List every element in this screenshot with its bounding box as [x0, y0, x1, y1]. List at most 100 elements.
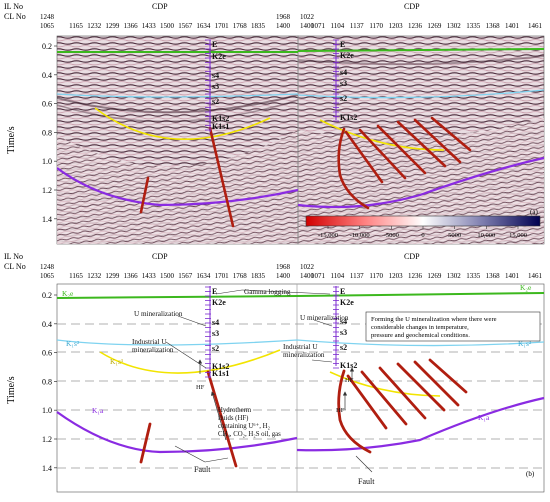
colorbar-tick-label: -10,000 [350, 232, 370, 239]
bottom-left-tick-label: 1835 [251, 272, 266, 280]
bottom-left-il-end: 1968 [276, 263, 291, 271]
bottom-y-tick-label: 1.2 [42, 435, 52, 444]
top-left-cl-end: 1400 [276, 22, 291, 30]
hf-arrows [197, 359, 355, 441]
formation-k1s2-right: K₁s² [518, 339, 532, 348]
bottom-left-tick-label: 1768 [233, 272, 248, 280]
top-left-tick-label: 1701 [215, 22, 230, 30]
top-right-tick-labels: 1071 1104 1137 1170 1203 1236 1269 1302 1335 1368… [311, 22, 520, 30]
bottom-left-cl-end: 1400 [276, 272, 291, 280]
top-left-tick-label: 1299 [105, 22, 120, 30]
top-left-tick-label: 1165 [69, 22, 83, 30]
colorbar-tick-label: 5000 [448, 232, 461, 239]
bottom-cdp-left: CDP [152, 252, 168, 261]
bottom-right-tick-label: 1137 [350, 272, 364, 280]
top-right-tick-label: 1137 [350, 22, 364, 30]
top-left-tick-label: 1567 [178, 22, 193, 30]
top-right-tick-label: 1335 [466, 22, 481, 30]
top-left-tick-label: 1768 [233, 22, 248, 30]
top-right-well-label: s4 [340, 68, 347, 77]
bottom-left-tick-label: 1232 [87, 272, 102, 280]
bottom-right-well-label: K1s2 [340, 361, 357, 370]
bottom-right-well-label: E [340, 287, 345, 296]
hf-label-right-2: HF [336, 407, 345, 414]
bottom-il-label: IL No [4, 252, 23, 261]
bottom-right-tick-label: 1236 [408, 272, 423, 280]
top-cdp-right: CDP [404, 2, 420, 11]
bottom-right-tick-label: 1104 [331, 272, 345, 280]
formation-k1a-left: K₁a [92, 406, 104, 415]
top-left-tick-label: 1433 [142, 22, 157, 30]
top-left-well-label: s3 [212, 82, 219, 91]
info-box: Forming the U mineralization where there… [365, 311, 541, 342]
info-box-line-1: Forming the U mineralization where there… [371, 316, 497, 323]
hydrotherm-line-1: Hydrotherm [218, 407, 252, 414]
top-well-right [333, 39, 339, 122]
bottom-right-tick-label: 1170 [369, 272, 383, 280]
bottom-right-cl-end: 1461 [528, 272, 543, 280]
top-y-tick-label: 0.8 [42, 128, 52, 137]
top-cdp-left: CDP [152, 2, 168, 11]
top-y-tick-label: 0.2 [42, 42, 52, 51]
bottom-left-well-label: E [212, 287, 217, 296]
formation-k2e-right: K₂e [520, 283, 532, 292]
industrial-u-right-1: Industrial U [283, 343, 318, 351]
bottom-right-cl-first: 1400 [300, 272, 315, 280]
colorbar-tick-label: 10,000 [477, 232, 495, 239]
bottom-right-il-first: 1022 [300, 263, 315, 271]
top-right-well-label: K1s2 [340, 113, 357, 122]
top-left-well-label: s2 [212, 97, 219, 106]
industrial-u-right-2: mineralization [283, 351, 325, 359]
top-right-tick-label: 1104 [331, 22, 345, 30]
top-right-well-label: s2 [340, 94, 347, 103]
top-left-well-label: s4 [212, 71, 219, 80]
top-left-tick-label: 1366 [124, 22, 139, 30]
bottom-left-tick-label: 1500 [160, 272, 175, 280]
top-well-left [205, 39, 211, 132]
bottom-left-tick-label: 1701 [215, 272, 230, 280]
top-left-tick-label: 1835 [251, 22, 266, 30]
bottom-left-well-label: K1s1 [212, 369, 229, 378]
bottom-left-il-first: 1248 [40, 263, 55, 271]
colorbar-tick-label: 15,000 [509, 232, 527, 239]
bottom-y-tick-label: 0.4 [42, 320, 52, 329]
u-mineralization-right: U mineralization [300, 314, 349, 322]
bottom-right-tick-label: 1401 [505, 272, 520, 280]
formation-k1s2-left: K₁s² [66, 339, 80, 348]
bottom-right-well-label: s2 [340, 343, 347, 352]
industrial-u-left-2: mineralization [132, 346, 174, 354]
bottom-left-tick-label: 1567 [178, 272, 193, 280]
bottom-right-tick-label: 1071 [311, 272, 326, 280]
bottom-right-tick-label: 1269 [427, 272, 442, 280]
bottom-left-tick-label: 1433 [142, 272, 157, 280]
top-y-tick-label: 1.0 [42, 157, 52, 166]
top-y-tick-label: 1.4 [42, 215, 52, 224]
gamma-logging-label: Gamma logging [244, 288, 291, 296]
top-right-cl-first: 1400 [300, 22, 315, 30]
top-il-label: IL No [4, 2, 23, 11]
top-right-tick-label: 1236 [408, 22, 423, 30]
bottom-well-right [333, 286, 339, 369]
top-y-tick-label: 0.4 [42, 71, 52, 80]
hf-label-right-1: HF [345, 377, 354, 384]
top-left-well-label: K1s2 [212, 114, 229, 123]
top-right-il-first: 1022 [300, 13, 315, 21]
top-left-tick-labels: 1165 1232 1299 1366 1433 1500 1567 1634 1701 1768… [69, 22, 265, 30]
hydrotherm-line-3: containing U⁶⁺, H₂ [218, 423, 270, 430]
bottom-left-cl-first: 1065 [40, 272, 55, 280]
bottom-left-well-label: s3 [212, 329, 219, 338]
info-box-line-2: considerable changes in temperature, [371, 324, 469, 331]
colorbar-tick-label: 0 [421, 232, 424, 239]
top-right-cl-end: 1461 [528, 22, 543, 30]
hf-label-left: HF [196, 384, 205, 391]
bottom-y-tick-label: 0.8 [42, 377, 52, 386]
top-left-well-label: K1s1 [212, 122, 229, 131]
top-y-axis-label: Time/s [6, 126, 17, 154]
bottom-right-well-label: s3 [340, 328, 347, 337]
panel-b-label: (b) [526, 470, 535, 478]
bottom-left-well-label: K2e [212, 298, 226, 307]
fault-label-left: Fault [194, 465, 211, 474]
hydrotherm-line-4: CH₄, CO₂, H₂S oil, gas [218, 431, 281, 438]
colorbar: -15,000 -10,000 -5000 0 5000 10,000 15,000 [305, 215, 541, 239]
